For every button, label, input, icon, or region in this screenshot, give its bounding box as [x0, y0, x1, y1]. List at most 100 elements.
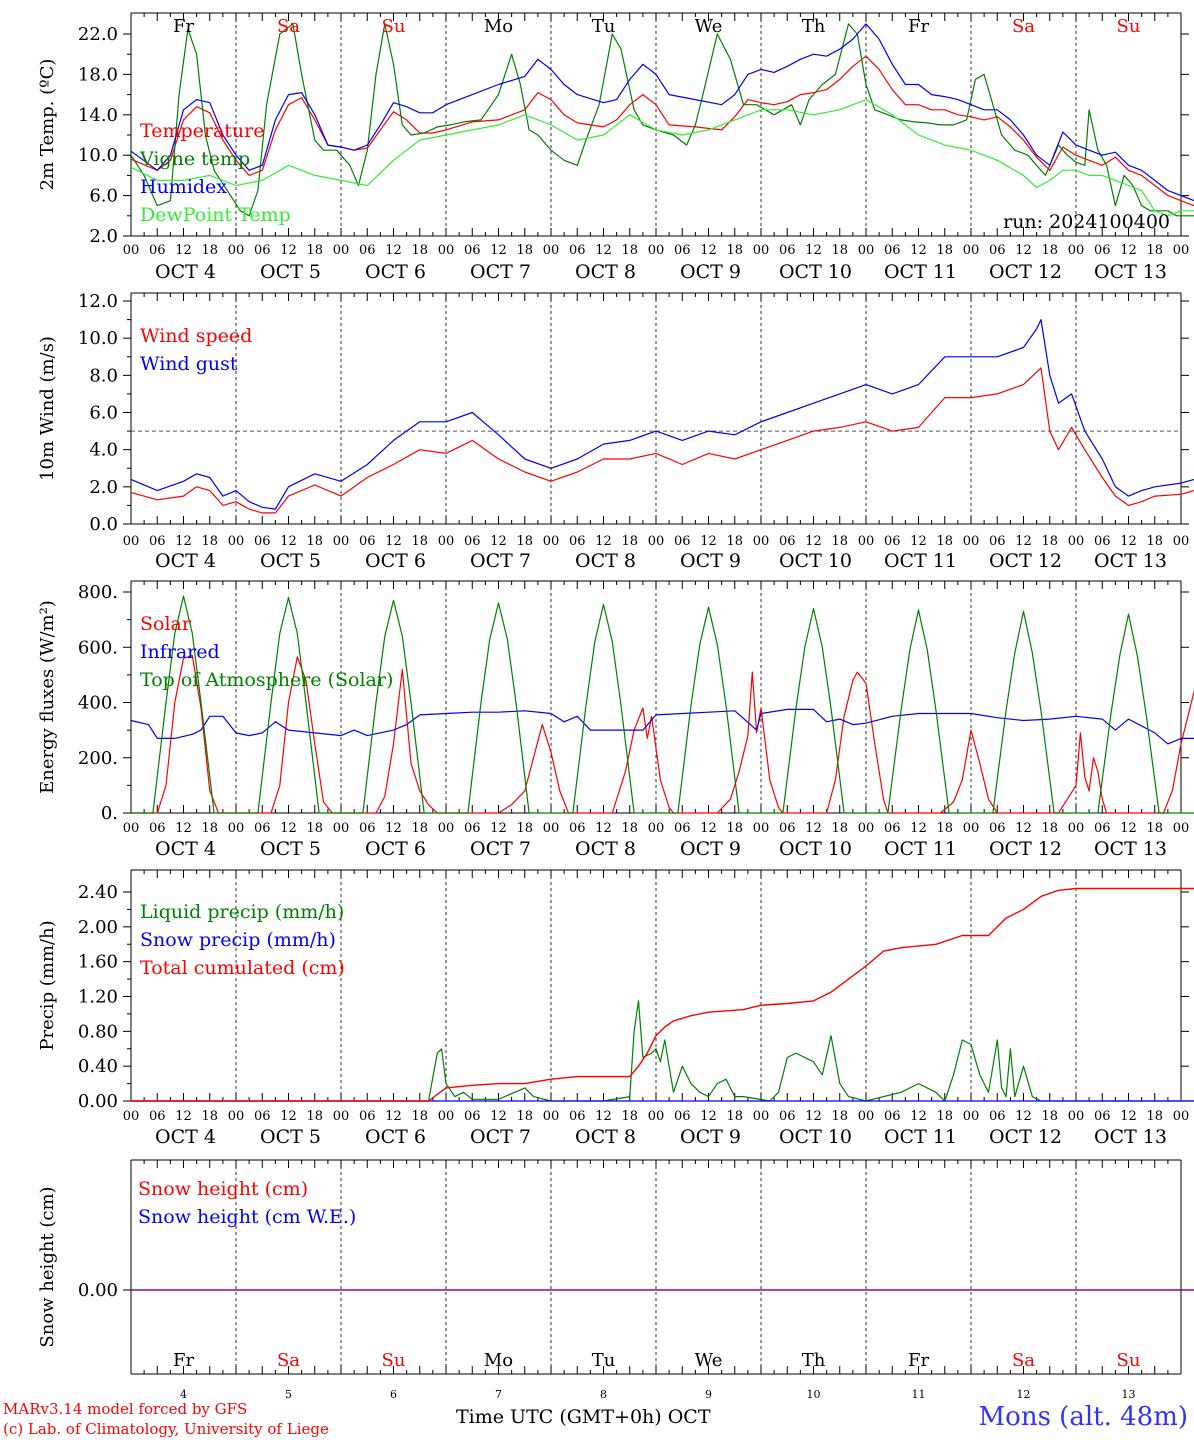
- hour-tick-label: 12: [175, 534, 192, 549]
- weekday-label: Su: [382, 16, 406, 37]
- series-line-wind-gust: [130, 319, 1194, 510]
- y-axis-label: 10m Wind (m/s): [37, 336, 58, 481]
- hour-tick-label: 12: [805, 1109, 822, 1124]
- legend-entry: Temperature: [140, 120, 264, 142]
- snow-panel: 0.00 Snow height (cm) Snow height (cm) Snow…: [37, 1159, 1194, 1401]
- hour-tick-label: 12: [280, 534, 297, 549]
- hour-tick-label: 00: [333, 534, 350, 549]
- hour-tick-label: 06: [989, 534, 1006, 549]
- hour-tick-label: 12: [700, 243, 717, 258]
- hour-tick-label: 12: [1015, 1109, 1032, 1124]
- hour-tick-label: 12: [490, 243, 507, 258]
- date-label: OCT 6: [365, 1126, 426, 1148]
- hour-tick-label: 18: [936, 821, 953, 836]
- y-axis-label: Snow height (cm): [37, 1186, 58, 1347]
- date-label: OCT 5: [260, 550, 321, 572]
- precip-panel: 0.00 0.40 0.80 1.20 1.60 2.00 2.40 Precip (mm/h…: [37, 869, 1194, 1148]
- hour-tick-label: 00: [123, 1109, 140, 1124]
- y-axis-label: 2m Temp. (ºC): [37, 59, 58, 191]
- hour-tick-label: 06: [359, 821, 376, 836]
- hour-tick-label: 06: [884, 534, 901, 549]
- hour-tick-label: 06: [884, 821, 901, 836]
- date-label: OCT 13: [1094, 261, 1167, 283]
- y-tick-label: 2.00: [78, 917, 118, 938]
- hour-tick-label: 06: [1094, 534, 1111, 549]
- date-label: OCT 7: [470, 838, 531, 860]
- hour-tick-label: 00: [438, 534, 455, 549]
- hour-tick-label: 06: [569, 243, 586, 258]
- y-tick-label: 18.0: [78, 64, 118, 85]
- hour-tick-label: 12: [280, 821, 297, 836]
- hour-tick-label: 00: [123, 534, 140, 549]
- hour-tick-label: 00: [438, 821, 455, 836]
- series-line-total-cumulated-cm: [131, 887, 1194, 1102]
- hour-tick-label: 18: [621, 243, 638, 258]
- hour-tick-label: 12: [910, 534, 927, 549]
- hour-tick-label: 06: [674, 821, 691, 836]
- hour-tick-label: 00: [648, 534, 665, 549]
- hour-tick-label: 12: [1120, 1109, 1137, 1124]
- y-tick-label: 200.: [78, 748, 118, 769]
- hour-tick-label: 00: [123, 821, 140, 836]
- hour-tick-label: 06: [149, 243, 166, 258]
- hour-tick-label: 06: [779, 534, 796, 549]
- temperature-panel: 2.0 6.0 10.0 14.0 18.0 22.0 2m Temp. (ºC) Tempe…: [37, 12, 1194, 283]
- hour-tick-label: 18: [831, 534, 848, 549]
- legend-entry: Humidex: [140, 176, 227, 198]
- weekday-label: We: [695, 1350, 723, 1371]
- series-line-wind-speed: [130, 367, 1194, 514]
- run-label: run: 2024100400: [1003, 211, 1170, 233]
- hour-tick-label: 12: [700, 534, 717, 549]
- hour-tick-label: 00: [543, 1109, 560, 1124]
- legend-entry: Wind speed: [140, 325, 252, 347]
- hour-tick-label: 06: [989, 1109, 1006, 1124]
- hour-tick-label: 18: [1146, 243, 1163, 258]
- series-line-liquid-precip-mm-h: [131, 1000, 1194, 1102]
- date-label: OCT 9: [680, 261, 741, 283]
- hour-tick-label: 18: [936, 243, 953, 258]
- hour-tick-label: 12: [1120, 534, 1137, 549]
- date-label: OCT 6: [365, 550, 426, 572]
- day-number-label: 12: [1017, 1388, 1031, 1401]
- y-tick-label: 0.: [101, 803, 118, 824]
- y-tick-label: 2.0: [89, 226, 118, 247]
- hour-tick-label: 06: [779, 243, 796, 258]
- hour-tick-label: 18: [516, 534, 533, 549]
- y-tick-label: 2.0: [89, 477, 118, 498]
- hour-tick-label: 00: [963, 821, 980, 836]
- hour-tick-label: 12: [1120, 821, 1137, 836]
- hour-tick-label: 06: [884, 243, 901, 258]
- series-line-top-of-atmosphere-solar: [131, 595, 1194, 814]
- hour-tick-label: 06: [569, 1109, 586, 1124]
- energy-panel: 0. 200. 400. 600. 800. Energy fluxes (W/m²) So…: [37, 580, 1194, 860]
- hour-tick-label: 12: [910, 243, 927, 258]
- hour-tick-label: 12: [700, 821, 717, 836]
- series-line-vigne-temp: [130, 23, 1194, 217]
- weekday-label: Fr: [908, 1350, 929, 1371]
- hour-tick-label: 06: [464, 243, 481, 258]
- hour-tick-label: 00: [963, 534, 980, 549]
- hour-tick-label: 06: [1094, 821, 1111, 836]
- date-label: OCT 11: [884, 1126, 957, 1148]
- hour-tick-label: 00: [858, 243, 875, 258]
- hour-tick-label: 18: [1146, 534, 1163, 549]
- hour-tick-label: 00: [753, 243, 770, 258]
- hour-tick-label: 12: [595, 821, 612, 836]
- hour-tick-label: 06: [569, 821, 586, 836]
- hour-tick-label: 12: [490, 821, 507, 836]
- weekday-label: Th: [802, 1350, 826, 1371]
- hour-tick-label: 06: [464, 1109, 481, 1124]
- hour-tick-label: 06: [674, 534, 691, 549]
- hour-tick-label: 18: [1041, 821, 1058, 836]
- hour-tick-label: 18: [1041, 534, 1058, 549]
- date-label: OCT 4: [155, 1126, 216, 1148]
- date-label: OCT 6: [365, 838, 426, 860]
- hour-tick-label: 00: [1068, 243, 1085, 258]
- hour-tick-label: 00: [753, 821, 770, 836]
- hour-tick-label: 06: [989, 821, 1006, 836]
- hour-tick-label: 00: [543, 243, 560, 258]
- date-label: OCT 12: [989, 550, 1062, 572]
- date-label: OCT 7: [470, 1126, 531, 1148]
- hour-tick-label: 18: [831, 243, 848, 258]
- date-label: OCT 11: [884, 550, 957, 572]
